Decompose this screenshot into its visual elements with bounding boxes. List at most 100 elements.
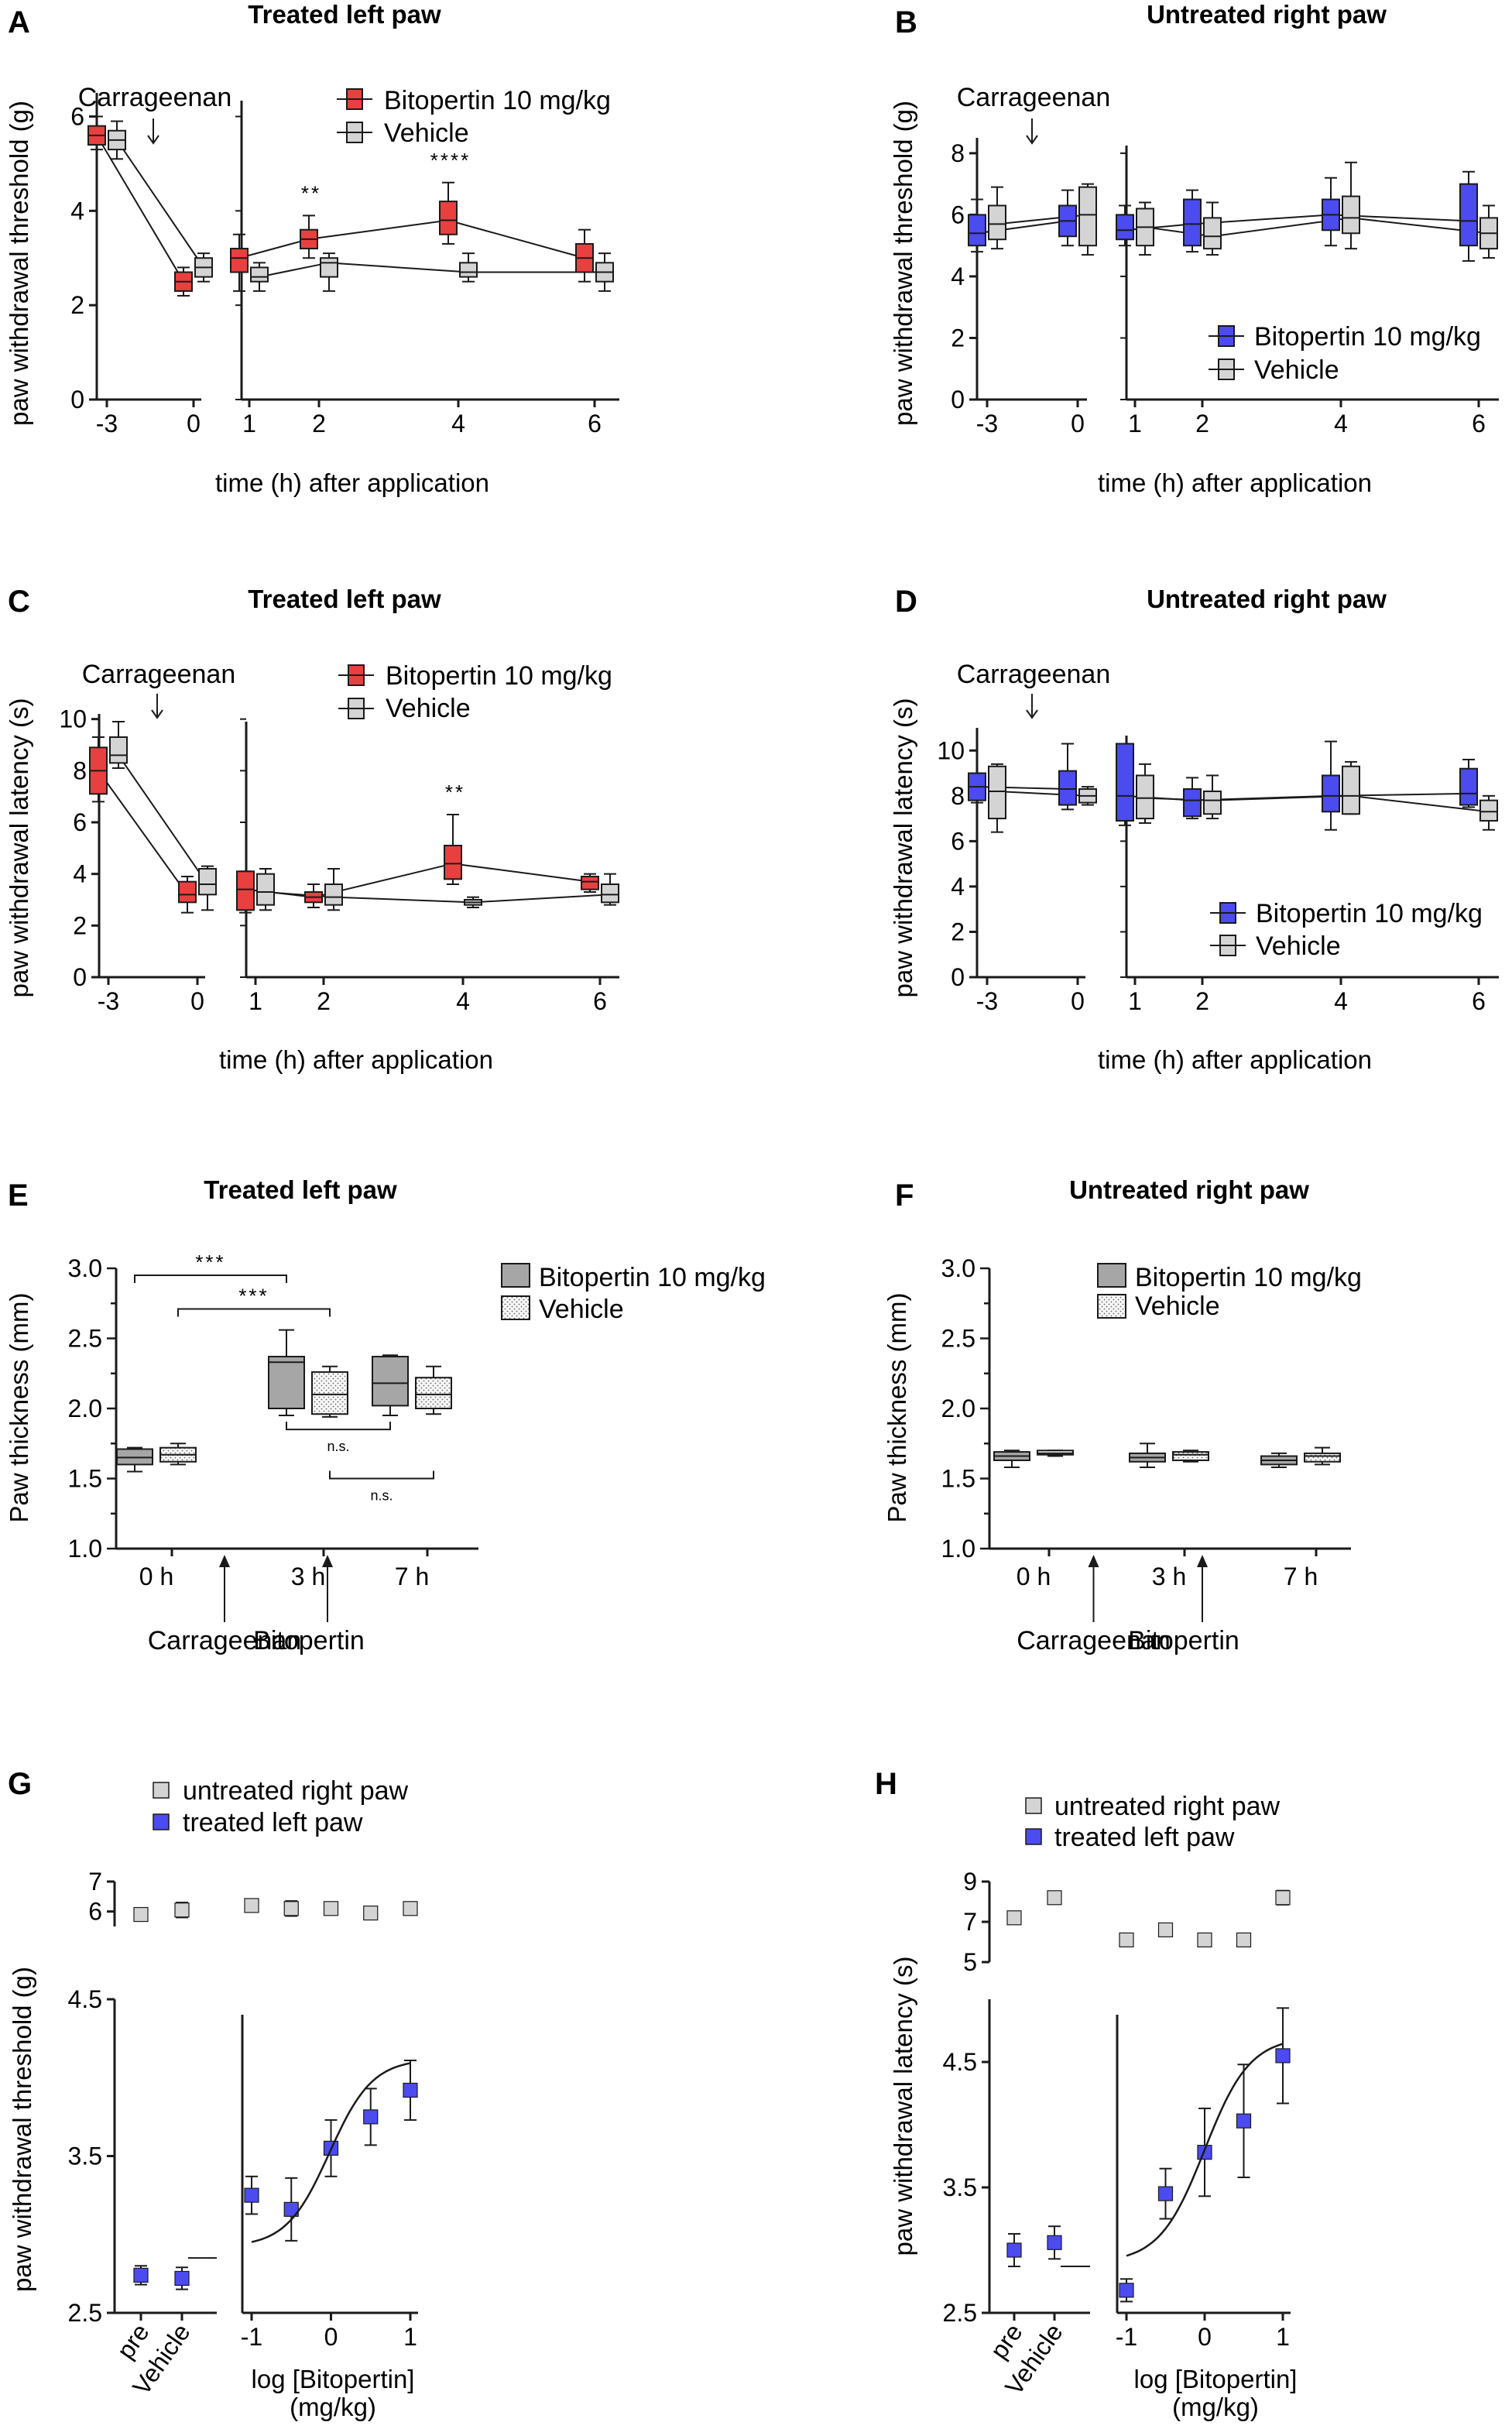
legend-label-bitopertin: Bitopertin 10 mg/kg [1256,899,1483,928]
x-tick-label: 6 [1472,987,1486,1015]
arrow-head [219,1555,230,1567]
legend-label-vehicle: Vehicle [384,118,469,148]
category-label: 0 h [139,1563,173,1590]
box-vehicle [1136,774,1154,820]
y-tick-label: 1.5 [941,1465,975,1493]
treated-point [244,2187,259,2203]
x-tick-label: 1 [249,987,262,1015]
legend-f: Bitopertin 10 mg/kg Vehicle [1097,1263,1362,1321]
y-tick-label: 4 [73,860,87,888]
series-line [1124,214,1469,232]
treated-point [174,2270,190,2287]
carrageenan-annotation-d: Carrageenan [957,660,1110,719]
carrageenan-annotation-b: Carrageenan [957,83,1110,145]
series-line [116,139,204,268]
y-tick-label: 8 [951,782,965,810]
series-line [265,891,611,904]
legend-label-vehicle: Vehicle [1254,355,1339,385]
untreated-point [244,1898,259,1913]
treated-point [403,2082,418,2098]
box-vehicle [324,883,343,906]
y-tick-label: 10 [59,705,87,733]
y-tick-label: 2 [951,324,965,352]
legend-label-vehicle: Vehicle [1135,1292,1220,1321]
legend-label-bitopertin: Bitopertin 10 mg/kg [1135,1263,1362,1292]
category-label: 3 h [1152,1563,1186,1590]
x-tick-label: 0 [1198,2323,1212,2351]
legend-b: Bitopertin 10 mg/kg Vehicle [1209,322,1481,385]
y-tick-label: 2 [73,911,87,939]
arrow-head [1197,1555,1208,1567]
panel-label-f: F [895,1178,914,1213]
y-tick-label: 0 [951,963,965,991]
bracket-label: n.s. [327,1439,349,1454]
x-tick-label: -3 [96,410,118,437]
legend-d: Bitopertin 10 mg/kg Vehicle [1210,899,1483,961]
category-label: 7 h [1284,1563,1318,1590]
box-vehicle [1304,1452,1341,1463]
panel-label-e: E [8,1178,29,1213]
x-tick-label: 4 [451,410,465,437]
legend-g: untreated right paw treated left paw [153,1776,409,1837]
plot-b: 0 2 4 6 8 -3 0 1 2 4 6 [951,138,1499,437]
treated-point [1006,2242,1022,2258]
y-tick-label: 0 [70,386,84,413]
box-bitopertin [268,1356,305,1410]
plot-d: 0 2 4 6 8 10 -3 0 1 2 4 6 [937,728,1499,1015]
bracket-label: *** [195,1251,225,1274]
legend-swatch-bitopertin [1097,1263,1126,1288]
box-bitopertin [1183,788,1202,818]
x-tick-label: 4 [456,987,470,1015]
x-tick-label: 0 [1071,987,1085,1015]
xlabel-b: time (h) after application [1098,468,1372,497]
x-tick-label: 1 [1128,410,1142,437]
arrow-label: Carrageenan [148,1626,301,1655]
significance-bracket [134,1275,287,1284]
box-vehicle [320,257,338,278]
legend-c: Bitopertin 10 mg/kg Vehicle [338,661,612,723]
x-tick-label: 0 [187,410,201,437]
xlabel-h2: (mg/kg) [1172,2393,1259,2421]
y-tick-label: 3.0 [941,1254,975,1282]
x-tick-label: -3 [98,987,119,1015]
untreated-point [174,1902,190,1918]
y-tick-label: 4 [951,262,965,290]
box-bitopertin [230,248,249,273]
treated-point [1157,2186,1174,2201]
x-tick-label: 6 [1472,410,1486,437]
y-tick-label: 2.5 [68,1325,102,1353]
arrow-label: Carrageenan [1017,1626,1170,1655]
y-tick-label: 7 [963,1908,977,1936]
x-tick-label: 6 [593,987,607,1015]
series-line [245,863,591,898]
panel-label-b: B [895,5,917,39]
x-tick-label: -1 [241,2323,262,2351]
ylabel-b: paw withdrawal threshold (g) [889,101,917,426]
legend-label-treated: treated left paw [1054,1823,1235,1852]
box-vehicle [415,1377,452,1410]
ylabel-c: paw withdrawal latency (s) [5,698,33,998]
title-d: Untreated right paw [1147,585,1387,613]
title-b: Untreated right paw [1147,0,1387,29]
y-tick-label: 4 [70,197,84,225]
legend-label-treated: treated left paw [183,1808,363,1837]
y-tick-label: 2 [951,918,965,945]
series-line [96,135,184,283]
x-tick-label: 2 [1195,987,1209,1015]
box-bitopertin [439,201,458,235]
box-bitopertin [236,870,255,911]
box-vehicle [601,883,619,904]
y-tick-label: 6 [70,102,84,130]
legend-swatch-vehicle [1097,1294,1126,1319]
significance-bracket [329,1470,434,1480]
x-tick-label: 1 [242,410,256,437]
panel-label-a: A [8,5,30,39]
y-tick-label: 3.0 [68,1254,102,1282]
category-label: 3 h [291,1563,325,1590]
carrageenan-label-a: Carrageenan [78,83,231,112]
legend-label-bitopertin: Bitopertin 10 mg/kg [539,1263,766,1292]
untreated-point [133,1906,149,1923]
